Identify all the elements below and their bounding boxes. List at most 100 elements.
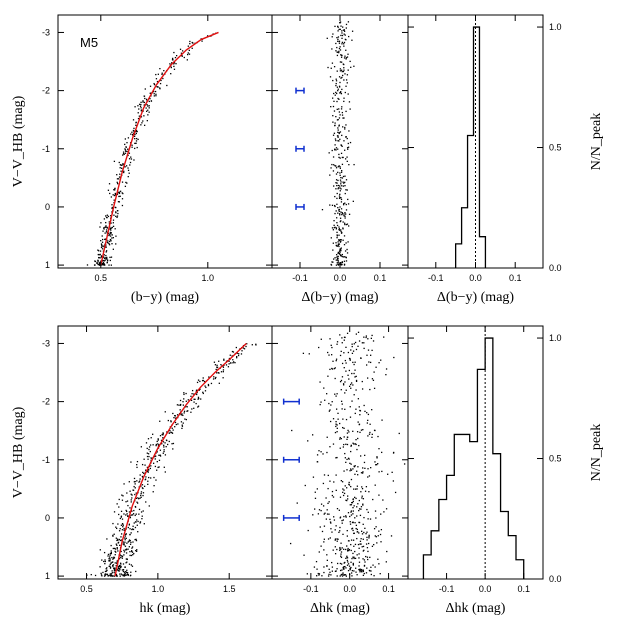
cmd-point [142,100,144,102]
cmd-point [120,510,123,512]
cmd-point [175,423,177,426]
cmd-point [156,460,158,463]
cmd-point [155,78,158,80]
cmd-point [109,552,112,555]
cmd-point [106,573,108,576]
cmd-point [179,404,182,406]
cmd-point [147,483,149,485]
cmd-point [140,511,143,513]
residual-point [365,335,368,337]
residual-point [342,221,344,223]
cmd-point [100,572,102,575]
cmd-point [118,506,120,508]
cmd-point [134,521,137,523]
residual-point [350,511,352,513]
cmd-point [143,124,146,127]
residual-point [337,184,340,187]
cmd-point [121,574,123,576]
residual-point [338,111,341,113]
cmd-point [153,90,155,93]
residual-point [340,201,343,203]
cmd-point [159,88,161,90]
residual-point [355,443,357,446]
cmd-point [163,444,165,446]
cmd-point [158,454,160,456]
cmd-point [134,147,136,150]
residual-point [355,375,357,378]
residual-point [338,40,341,42]
residual-point [354,369,356,371]
residual-point [337,263,339,265]
cmd-point [123,544,125,546]
residual-point [334,257,336,259]
cmd-point [109,231,112,234]
residual-point [345,179,348,181]
residual-point [338,108,340,110]
histogram-bar [447,475,455,579]
cmd-point [125,150,127,152]
cmd-point [124,143,126,146]
residual-point [335,167,338,169]
y-axis-label: V−V_HB (mag) [11,406,26,498]
residual-point [339,380,342,383]
cmd-point [180,421,183,423]
cmd-point [150,437,152,439]
residual-point [367,349,370,351]
residual-point [345,223,348,226]
residual-point [347,495,349,497]
residual-point [342,185,345,187]
residual-point [345,362,347,364]
residual-point [359,568,361,570]
residual-point [352,513,354,515]
cmd-point [143,485,146,487]
cmd-point [126,510,128,513]
residual-point [340,77,342,79]
cmd-point [99,250,102,252]
cmd-point [123,574,125,576]
residual-point [359,455,362,457]
residual-point [352,510,354,512]
residual-point [333,110,336,112]
residual-point [344,392,346,394]
residual-point [373,387,376,390]
residual-point [334,553,337,555]
residual-point [346,545,348,547]
cmd-point [128,546,131,548]
cmd-point [100,243,103,245]
residual-point [362,569,365,571]
cmd-point [138,103,141,105]
residual-point [331,163,333,166]
residual-point [363,336,365,338]
residual-point [335,139,337,142]
cmd-point [104,226,106,229]
cmd-point [171,57,174,60]
cmd-point [105,225,107,227]
cmd-point [122,163,124,165]
cmd-point [145,476,147,478]
cmd-point [118,191,121,193]
cmd-point [172,429,174,431]
cmd-point [218,372,220,374]
cmd-point [117,539,119,541]
residual-point [352,200,354,202]
cmd-point [193,398,195,400]
cmd-point [125,501,127,503]
cmd-point [155,479,157,481]
residual-point [312,476,315,478]
residual-point [352,556,354,558]
residual-point [372,498,374,501]
cmd-point [228,363,230,365]
residual-point [331,531,333,533]
residual-point [343,489,345,491]
cmd-point [182,404,185,406]
cmd-point [128,152,131,154]
residual-point [344,381,346,383]
residual-point [339,179,342,181]
cmd-point [133,159,135,161]
residual-point [366,422,369,424]
residual-point [348,548,351,551]
residual-point [360,570,363,572]
cmd-point [147,468,150,471]
residual-point [363,565,366,567]
cmd-point [212,378,215,380]
